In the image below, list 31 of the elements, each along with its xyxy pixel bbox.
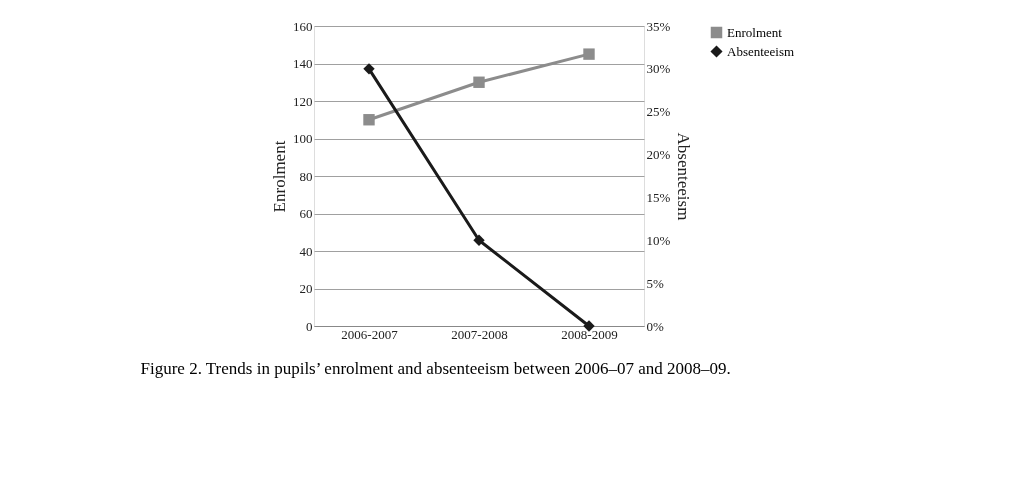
point bbox=[363, 63, 375, 75]
caption: Figure 2. Trends in pupils’ enrolment and absenteeism between 2006–07 and 2008–09. bbox=[140, 359, 731, 378]
y-tick-label: 120 bbox=[293, 93, 313, 109]
x-tick-label: 2007-2008 bbox=[451, 326, 508, 342]
y-tick-label: 100 bbox=[293, 131, 313, 146]
y2-tick-label: 30% bbox=[646, 61, 671, 77]
y-tick-label: 20 bbox=[299, 281, 313, 296]
x-tick-label: 2006-2007 bbox=[341, 326, 399, 342]
y-tick-label: 0 bbox=[306, 318, 313, 334]
y2-tick-label: 5% bbox=[646, 275, 664, 291]
point bbox=[583, 48, 595, 60]
y-tick-label: 160 bbox=[293, 18, 313, 34]
y2-tick-label: 10% bbox=[646, 232, 671, 248]
y2-tick-label: 20% bbox=[646, 147, 671, 163]
y-tick-label: 40 bbox=[299, 243, 313, 259]
point bbox=[583, 320, 595, 332]
point bbox=[363, 114, 375, 126]
x-tick-label: 2008-2009 bbox=[561, 326, 618, 342]
y2-tick-label: 25% bbox=[646, 104, 671, 120]
y-tick-label: 140 bbox=[293, 56, 313, 71]
legend-label: Absenteeism bbox=[727, 43, 795, 59]
point bbox=[473, 234, 485, 246]
y-tick-label: 80 bbox=[299, 168, 313, 184]
point bbox=[473, 76, 485, 88]
y-tick-label: 60 bbox=[299, 206, 313, 221]
y2-tick-label: 15% bbox=[646, 189, 671, 205]
y2-tick-label: 35% bbox=[646, 18, 671, 34]
legend-label: Enrolment bbox=[727, 24, 783, 40]
y-axis-title: Enrolment bbox=[270, 140, 289, 213]
y2-tick-label: 0% bbox=[646, 318, 664, 334]
y2-axis-title: Absenteeism bbox=[674, 132, 694, 221]
